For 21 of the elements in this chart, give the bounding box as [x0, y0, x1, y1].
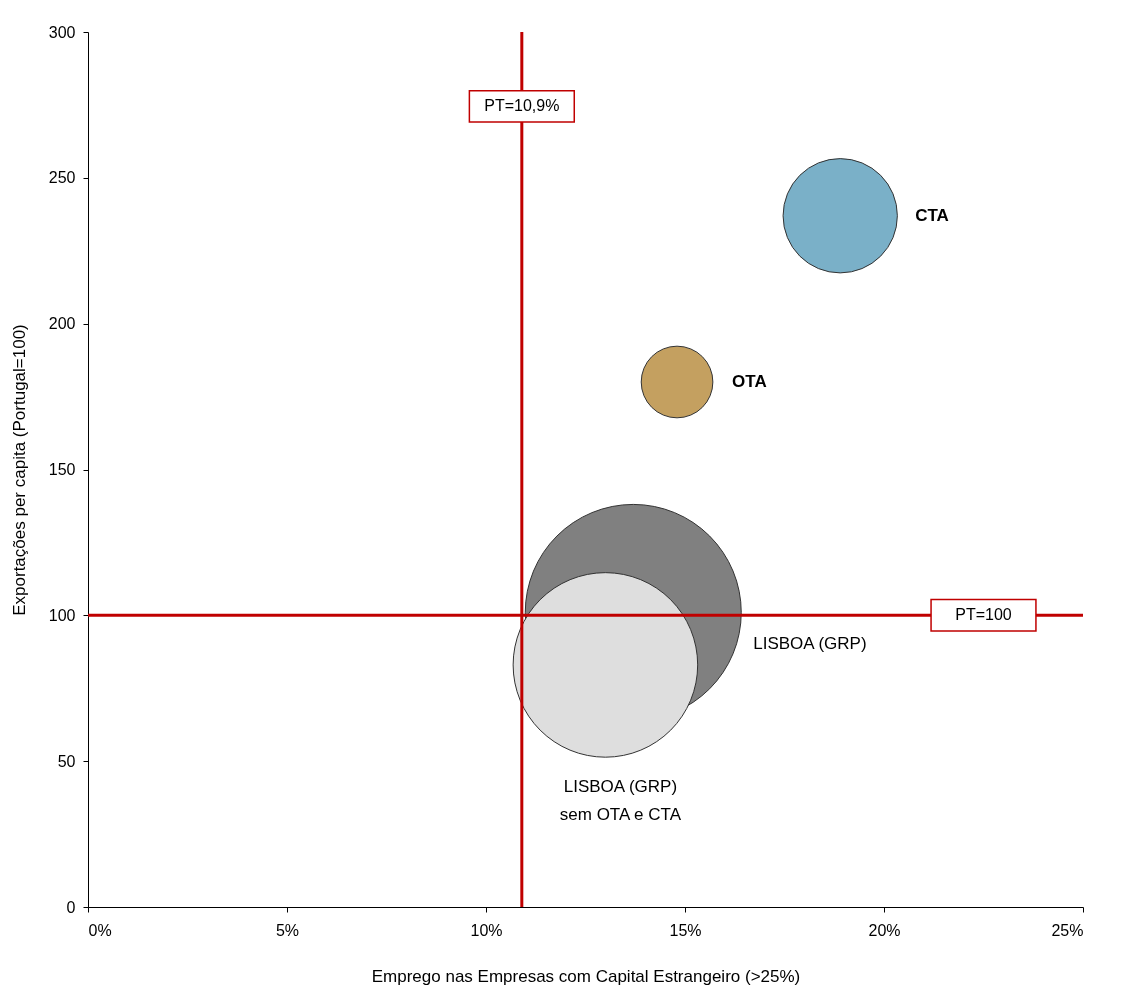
x-tick-label: 20%	[868, 921, 901, 939]
x-tick-label: 25%	[1051, 921, 1084, 939]
x-axis-title: Emprego nas Empresas com Capital Estrangeiro (>25%)	[371, 966, 801, 986]
y-tick-label: 150	[48, 461, 76, 478]
series-label: LISBOA (GRP)	[753, 634, 867, 654]
ref-line-label: PT=100	[955, 606, 1012, 624]
ref-line-label: PT=10,9%	[484, 97, 560, 115]
series-label: LISBOA (GRP) sem OTA e CTA	[559, 776, 682, 824]
series-label: CTA	[915, 205, 949, 225]
x-tick-label: 0%	[88, 921, 112, 939]
y-tick-label: 200	[48, 315, 76, 333]
y-tick-label: 50	[57, 752, 76, 770]
x-tick-label: 5%	[275, 921, 300, 939]
y-tick-label: 250	[48, 169, 76, 187]
y-tick-label: 300	[48, 23, 76, 41]
series-label: OTA	[732, 372, 767, 391]
y-tick-label: 100	[48, 606, 76, 624]
x-tick-label: 10%	[470, 921, 503, 939]
y-axis-title: Exportações per capita (Portugal=100)	[9, 324, 29, 616]
y-tick-label: 0	[66, 898, 76, 916]
x-tick-label: 15%	[669, 921, 702, 939]
